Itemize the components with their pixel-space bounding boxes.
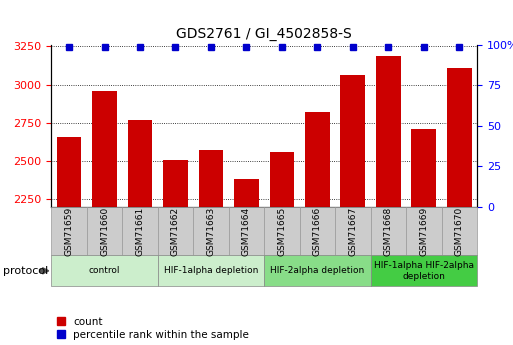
Text: GSM71665: GSM71665 xyxy=(278,207,286,256)
Bar xyxy=(376,56,401,207)
Text: HIF-2alpha depletion: HIF-2alpha depletion xyxy=(270,266,365,275)
Text: GSM71667: GSM71667 xyxy=(348,207,358,256)
Bar xyxy=(411,129,436,207)
Text: GSM71670: GSM71670 xyxy=(455,207,464,256)
Text: GSM71669: GSM71669 xyxy=(419,207,428,256)
Text: protocol: protocol xyxy=(3,266,48,276)
Bar xyxy=(163,160,188,207)
Text: GSM71662: GSM71662 xyxy=(171,207,180,256)
Bar xyxy=(92,91,117,207)
Bar xyxy=(341,76,365,207)
Text: GSM71664: GSM71664 xyxy=(242,207,251,256)
Text: GSM71668: GSM71668 xyxy=(384,207,393,256)
Text: GSM71663: GSM71663 xyxy=(206,207,215,256)
Text: HIF-1alpha HIF-2alpha
depletion: HIF-1alpha HIF-2alpha depletion xyxy=(374,261,474,280)
Bar xyxy=(128,120,152,207)
Text: HIF-1alpha depletion: HIF-1alpha depletion xyxy=(164,266,258,275)
Text: GSM71661: GSM71661 xyxy=(135,207,145,256)
Bar xyxy=(234,179,259,207)
Bar xyxy=(199,150,223,207)
Text: control: control xyxy=(89,266,120,275)
Legend: count, percentile rank within the sample: count, percentile rank within the sample xyxy=(56,317,249,340)
Bar xyxy=(305,112,330,207)
Bar xyxy=(56,137,82,207)
Text: GSM71660: GSM71660 xyxy=(100,207,109,256)
Bar xyxy=(447,68,472,207)
Bar xyxy=(269,152,294,207)
Title: GDS2761 / GI_4502858-S: GDS2761 / GI_4502858-S xyxy=(176,27,352,41)
Text: GSM71666: GSM71666 xyxy=(313,207,322,256)
Text: GSM71659: GSM71659 xyxy=(65,207,73,256)
